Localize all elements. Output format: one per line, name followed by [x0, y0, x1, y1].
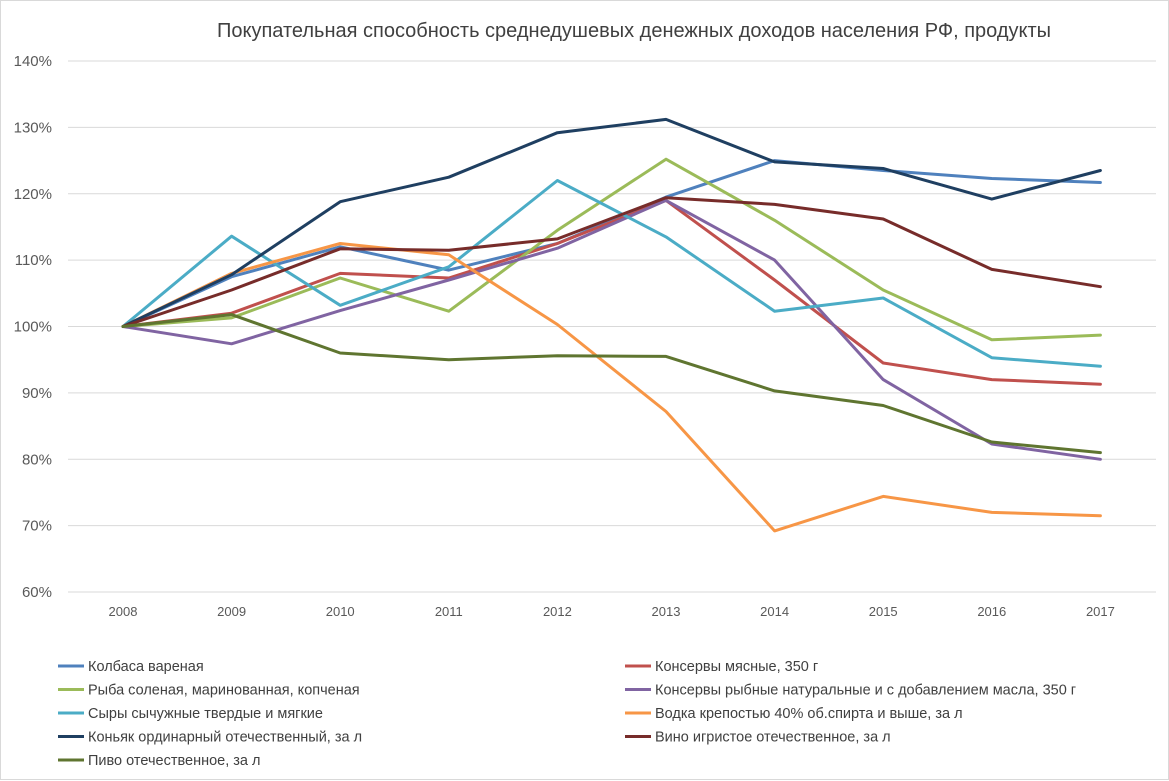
series-line-8	[121, 196, 1102, 328]
x-tick-label: 2012	[543, 604, 572, 619]
series-line-7	[121, 117, 1102, 328]
legend-label: Консервы рыбные натуральные и с добавлен…	[655, 683, 1076, 699]
x-tick-label: 2010	[326, 604, 355, 619]
series-lines	[121, 117, 1102, 533]
x-tick-label: 2015	[869, 604, 898, 619]
x-tick-label: 2013	[652, 604, 681, 619]
y-tick-label: 70%	[22, 518, 52, 535]
legend: Колбаса вареная Консервы мясные, 350 г Рыб…	[58, 659, 1076, 769]
series-line-2	[121, 198, 1102, 386]
legend-label: Сыры сычужные твердые и мягкие	[88, 706, 323, 722]
legend-label: Вино игристое отечественное, за л	[655, 730, 891, 746]
x-axis-ticks: 2008 2009 2010 2011 2012 2013 2014 2015 2016 2017	[109, 604, 1115, 619]
y-tick-label: 90%	[22, 385, 52, 402]
y-tick-label: 140%	[14, 53, 52, 70]
legend-label: Консервы мясные, 350 г	[655, 659, 818, 675]
series-line-1	[121, 159, 1102, 328]
legend-label: Рыба соленая, маринованная, копченая	[88, 683, 360, 699]
y-tick-label: 60%	[22, 584, 52, 601]
legend-label: Пиво отечественное, за л	[88, 753, 260, 769]
y-tick-label: 80%	[22, 451, 52, 468]
y-tick-label: 120%	[14, 186, 52, 203]
x-tick-label: 2017	[1086, 604, 1115, 619]
legend-label: Коньяк ординарный отечественный, за л	[88, 730, 362, 746]
series-line-5	[121, 179, 1102, 368]
x-tick-label: 2014	[760, 604, 789, 619]
legend-label: Водка крепостью 40% об.спирта и выше, за…	[655, 706, 963, 722]
legend-label: Колбаса вареная	[88, 659, 204, 675]
series-line-3	[121, 157, 1102, 342]
series-line-9	[121, 313, 1102, 455]
x-tick-label: 2011	[435, 604, 463, 619]
x-tick-label: 2008	[109, 604, 138, 619]
y-axis-ticks: 60% 70% 80% 90% 100% 110% 120% 130% 140%	[14, 53, 52, 601]
x-tick-label: 2009	[217, 604, 246, 619]
x-tick-label: 2016	[977, 604, 1006, 619]
y-tick-label: 110%	[15, 252, 52, 269]
grid-lines	[68, 60, 1156, 593]
y-tick-label: 100%	[14, 319, 52, 336]
series-line-6	[121, 242, 1102, 533]
chart-title: Покупательная способность среднедушевых …	[217, 20, 1051, 42]
y-tick-label: 130%	[14, 119, 52, 136]
series-line-4	[121, 198, 1102, 461]
